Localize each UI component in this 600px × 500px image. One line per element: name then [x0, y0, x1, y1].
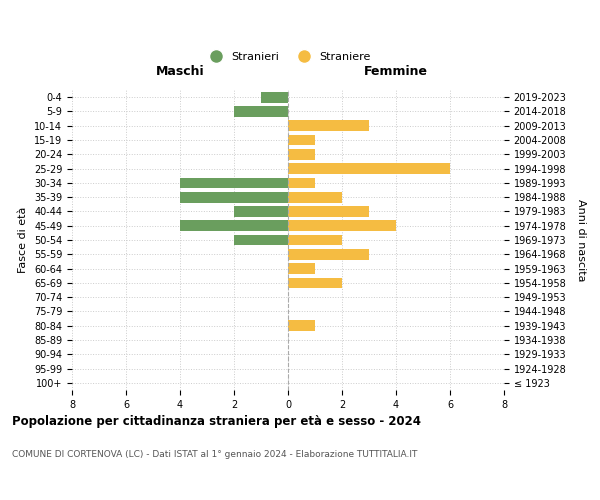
- Text: Popolazione per cittadinanza straniera per età e sesso - 2024: Popolazione per cittadinanza straniera p…: [12, 415, 421, 428]
- Bar: [288, 278, 342, 288]
- Bar: [288, 163, 450, 174]
- Bar: [288, 206, 369, 217]
- Bar: [288, 220, 396, 231]
- Bar: [180, 220, 288, 231]
- Bar: [180, 178, 288, 188]
- Bar: [261, 92, 288, 102]
- Y-axis label: Anni di nascita: Anni di nascita: [576, 198, 586, 281]
- Legend: Stranieri, Straniere: Stranieri, Straniere: [200, 48, 376, 66]
- Bar: [234, 106, 288, 117]
- Bar: [288, 149, 315, 160]
- Bar: [288, 192, 342, 202]
- Bar: [288, 249, 369, 260]
- Bar: [288, 178, 315, 188]
- Bar: [288, 263, 315, 274]
- Bar: [234, 234, 288, 246]
- Y-axis label: Fasce di età: Fasce di età: [19, 207, 28, 273]
- Bar: [288, 120, 369, 131]
- Text: Femmine: Femmine: [364, 65, 428, 78]
- Bar: [288, 320, 315, 331]
- Bar: [234, 206, 288, 217]
- Bar: [288, 134, 315, 145]
- Text: Maschi: Maschi: [155, 65, 205, 78]
- Text: COMUNE DI CORTENOVA (LC) - Dati ISTAT al 1° gennaio 2024 - Elaborazione TUTTITAL: COMUNE DI CORTENOVA (LC) - Dati ISTAT al…: [12, 450, 418, 459]
- Bar: [180, 192, 288, 202]
- Bar: [288, 234, 342, 246]
